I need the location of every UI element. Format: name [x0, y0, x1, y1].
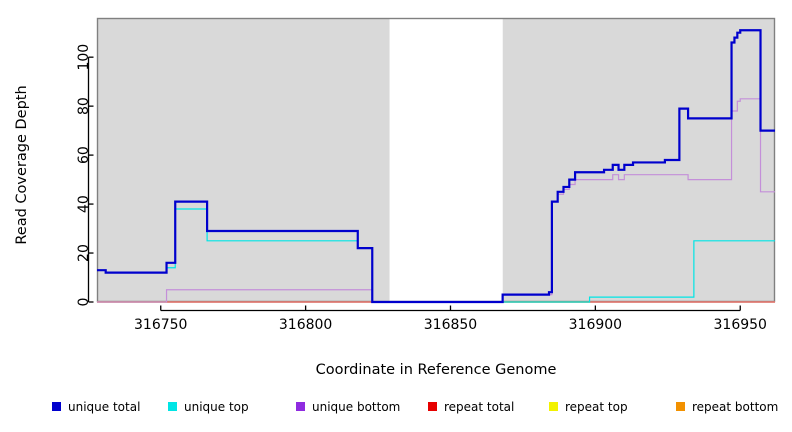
legend-label-unique-total: unique total — [68, 400, 140, 414]
y-tick-label: 60 — [76, 146, 92, 164]
legend-swatch-unique-total — [52, 402, 61, 411]
x-tick-label: 316850 — [424, 317, 477, 333]
series-line-unique-total — [97, 29, 775, 304]
legend-label-repeat-total: repeat total — [444, 400, 514, 414]
x-tick-label: 316950 — [714, 317, 767, 333]
legend-label-repeat-top: repeat top — [565, 400, 628, 414]
legend-swatch-repeat-top — [549, 402, 558, 411]
x-tick-label: 316800 — [279, 317, 332, 333]
x-tick-label: 316750 — [134, 317, 187, 333]
data-series-group — [97, 29, 775, 304]
plot-panel — [96, 17, 776, 303]
y-tick-label: 0 — [76, 298, 92, 307]
panel-shaded-left — [97, 18, 390, 302]
legend: unique total unique top unique bottom repea… — [52, 400, 778, 414]
legend-swatch-unique-bottom — [296, 402, 305, 411]
legend-label-repeat-bottom: repeat bottom — [692, 400, 778, 414]
legend-swatch-repeat-total — [428, 402, 437, 411]
panel-shaded-right — [502, 18, 775, 302]
panel-unshaded-gap — [389, 18, 503, 302]
legend-label-unique-bottom: unique bottom — [312, 400, 400, 414]
y-tick-label: 40 — [76, 195, 92, 213]
y-axis-title: Read Coverage Depth — [14, 85, 30, 244]
x-tick-label: 316900 — [569, 317, 622, 333]
legend-swatch-unique-top — [168, 402, 177, 411]
y-tick-label: 100 — [76, 44, 92, 71]
x-axis-title: Coordinate in Reference Genome — [316, 362, 557, 378]
legend-swatch-repeat-bottom — [676, 402, 685, 411]
legend-label-unique-top: unique top — [184, 400, 249, 414]
y-tick-label: 80 — [76, 97, 92, 115]
y-tick-label: 20 — [76, 244, 92, 262]
axes-group: 0 20 40 60 80 100 316750 316800 316850 316900 3169… — [76, 44, 767, 333]
